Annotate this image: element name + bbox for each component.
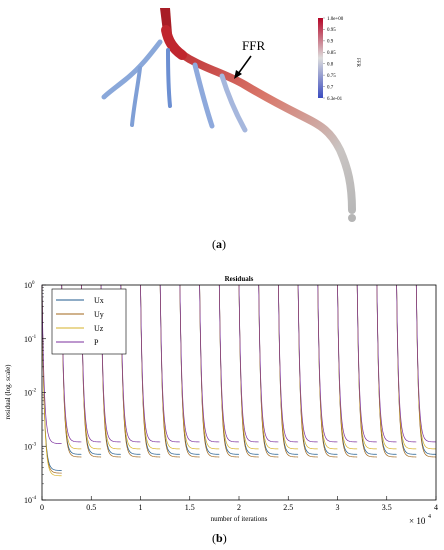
colorbar — [318, 18, 323, 98]
colorbar-tick-label: 1.0e+00 — [327, 17, 344, 22]
x-axis-ticks: 0 0.5 1 1.5 2 2.5 3 3.5 4 — [40, 496, 438, 512]
artery-trunk — [161, 25, 187, 60]
colorbar-tick-label: 0.7 — [327, 85, 334, 90]
x-multiplier-label: × 10 — [409, 516, 426, 526]
colorbar-tick-label: 0.8 — [327, 63, 334, 68]
y-tick-label: 10-2 — [24, 389, 37, 398]
y-axis-ticks: 100 10-1 10-2 10-3 10-4 — [24, 281, 46, 505]
colorbar-tick-label: 0.9 — [327, 40, 334, 45]
artery-tree — [101, 8, 356, 222]
annotation-arrow-head — [234, 70, 242, 79]
colorbar-ticks: 1.0e+00 0.95 0.9 0.85 0.8 0.75 0.7 6.3e-01 — [323, 17, 344, 102]
legend-label: Ux — [94, 296, 104, 305]
x-axis-label: number of iterations — [211, 515, 268, 523]
y-axis-label: residual (log. scale) — [4, 364, 12, 420]
series-line-p — [41, 284, 437, 444]
artery-branch-left — [101, 39, 163, 100]
colorbar-tick-label: 6.3e-01 — [327, 97, 343, 102]
colorbar-tick-label: 0.95 — [327, 28, 336, 33]
x-tick-label: 0.5 — [86, 503, 96, 512]
legend-label: Uy — [94, 310, 104, 319]
colorbar-title: FFR — [355, 58, 360, 68]
y-tick-label: 10-1 — [24, 335, 37, 344]
y-tick-label: 10-3 — [24, 442, 37, 451]
panel-label-a: (a) — [212, 237, 226, 251]
x-tick-label: 1 — [139, 503, 143, 512]
y-tick-label: 10-4 — [24, 496, 37, 505]
artery-ffr-figure: FFR 1.0e+000.950.90.850.80.750.76.3e-01 … — [101, 8, 360, 222]
chart-title: Residuals — [225, 275, 254, 283]
artery-branch-right-1 — [192, 62, 215, 129]
x-tick-label: 0 — [40, 503, 44, 512]
residuals-chart: 0 0.5 1 1.5 2 2.5 3 3.5 4 100 10-1 10-2 10-3 10-4 Re… — [4, 275, 438, 526]
x-tick-label: 2.5 — [283, 503, 293, 512]
x-tick-label: 3 — [336, 503, 340, 512]
legend-box — [51, 288, 127, 355]
colorbar-tick-label: 0.85 — [327, 51, 336, 56]
artery-branch-middle — [166, 48, 172, 108]
legend-label: P — [94, 338, 99, 347]
annotation-arrow-line — [237, 55, 252, 75]
legend-label: Uz — [94, 324, 104, 333]
panel-label-b: (b) — [212, 531, 227, 545]
artery-tip — [348, 214, 356, 222]
x-multiplier-exponent: 4 — [428, 514, 431, 520]
chart-legend: Ux Uy Uz P — [51, 288, 127, 355]
series-line-uy — [41, 284, 437, 474]
x-tick-label: 2 — [237, 503, 241, 512]
chart-series — [41, 284, 437, 477]
x-tick-label: 4 — [434, 503, 438, 512]
ffr-annotation: FFR — [242, 38, 265, 53]
colorbar-tick-label: 0.75 — [327, 74, 336, 79]
x-tick-label: 3.5 — [382, 503, 392, 512]
x-multiplier: × 10 4 — [409, 514, 431, 526]
artery-branch-left-2 — [130, 66, 142, 127]
series-line-uz — [41, 284, 437, 477]
x-tick-label: 1.5 — [185, 503, 195, 512]
series-line-ux — [41, 284, 437, 471]
artery-main — [162, 26, 356, 214]
artery-branch-right-2 — [219, 73, 248, 133]
y-tick-label: 100 — [24, 281, 35, 290]
